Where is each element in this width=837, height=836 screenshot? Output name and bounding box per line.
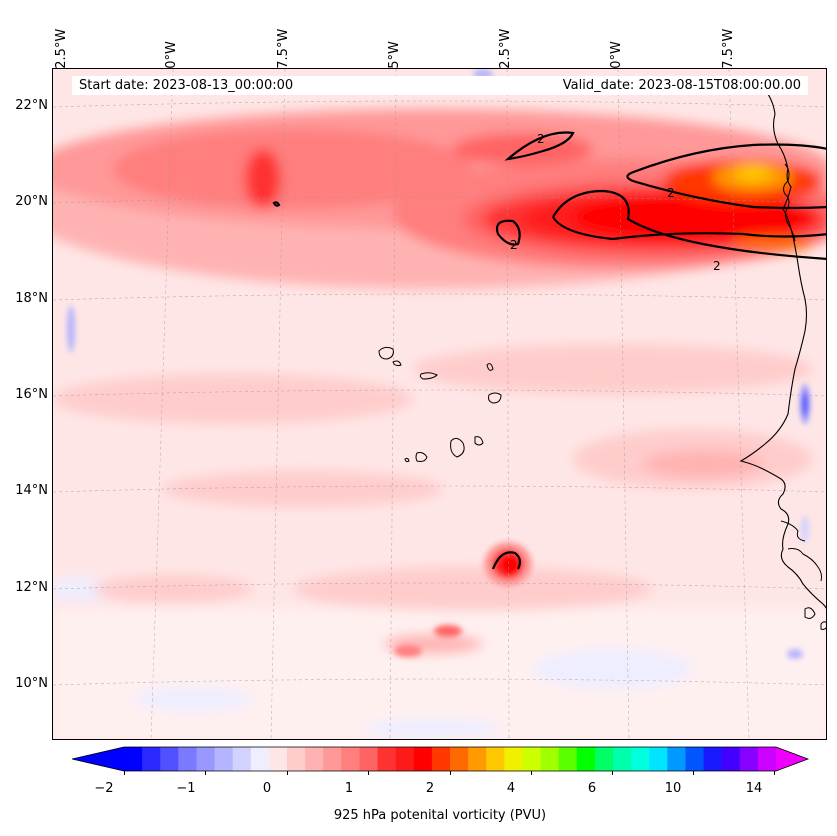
contour-label: 2 — [510, 238, 518, 252]
pv-2-contours — [272, 131, 826, 570]
cb-tick-label: 0 — [262, 781, 272, 796]
colorbar-bin — [757, 747, 777, 771]
cb-tick-label: 10 — [664, 781, 682, 796]
colorbar-bin — [431, 747, 451, 771]
africa-coastline — [739, 86, 826, 609]
colorbar-bin — [160, 747, 179, 771]
colorbar-bin — [504, 747, 523, 771]
colorbar-over-extension — [776, 747, 808, 771]
colorbar — [72, 746, 810, 775]
lat-label-10n: 10°N — [15, 676, 48, 691]
colorbar-bin — [721, 747, 741, 771]
lat-label-18n: 18°N — [15, 291, 48, 306]
colorbar-bin — [522, 747, 542, 771]
cb-tick-label: 2 — [425, 781, 435, 796]
lat-label-16n: 16°N — [15, 387, 48, 402]
colorbar-bin — [395, 747, 415, 771]
cape-verde-coast — [783, 163, 796, 242]
colorbar-bin — [631, 747, 650, 771]
gridlines — [53, 69, 826, 739]
colorbar-bin — [576, 747, 596, 771]
colorbar-bin — [359, 747, 379, 771]
lat-label-22n: 22°N — [15, 98, 48, 113]
colorbar-bin — [305, 747, 324, 771]
colorbar-bin — [685, 747, 705, 771]
cb-tick-label: 14 — [745, 781, 763, 796]
lat-label-20n: 20°N — [15, 194, 48, 209]
colorbar-under-extension — [72, 747, 124, 771]
cape-verde-islands — [378, 346, 502, 463]
colorbar-bin — [214, 747, 234, 771]
colorbar-bin — [250, 747, 270, 771]
colorbar-bin — [287, 747, 306, 771]
contour-label: 2 — [537, 132, 545, 146]
cb-tick-label: 1 — [344, 781, 354, 796]
colorbar-bin — [323, 747, 342, 771]
colorbar-bin — [232, 747, 252, 771]
colorbar-bin — [377, 747, 397, 771]
contour-label: 2 — [713, 259, 721, 273]
colorbar-bin — [450, 747, 469, 771]
pv-field-map: 2 2 2 2 — [53, 69, 826, 739]
valid-date-label: Valid_date: 2023-08-15T08:00:00.00 — [562, 78, 801, 93]
colorbar-label: 925 hPa potenital vorticity (PVU) — [333, 808, 547, 823]
pv-low-field — [53, 344, 826, 739]
colorbar-bin — [341, 747, 360, 771]
map-panel: 2 2 2 2 — [52, 68, 827, 740]
cb-tick-label: 6 — [587, 781, 597, 796]
colorbar-bin — [667, 747, 686, 771]
colorbar-bin — [739, 747, 759, 771]
lat-label-14n: 14°N — [15, 483, 48, 498]
start-date-label: Start date: 2023-08-13_00:00:00 — [79, 78, 294, 93]
colorbar-bin — [413, 747, 433, 771]
guinea-bissau-coast — [780, 520, 826, 630]
colorbar-bin — [558, 747, 578, 771]
date-info-bar: Start date: 2023-08-13_00:00:00 Valid_da… — [72, 76, 808, 95]
cb-tick-label: −2 — [94, 781, 114, 796]
colorbar-bin — [124, 747, 143, 771]
colorbar-bin — [486, 747, 505, 771]
colorbar-bin — [594, 747, 614, 771]
colorbar-bin — [468, 747, 487, 771]
contour-labels: 2 2 2 2 — [510, 132, 721, 273]
colorbar-bin — [613, 747, 632, 771]
cb-tick-label: 4 — [506, 781, 516, 796]
colorbar-bin — [703, 747, 723, 771]
colorbar-bin — [268, 747, 288, 771]
colorbar-bin — [196, 747, 216, 771]
colorbar-bin — [178, 747, 197, 771]
colorbar-bin — [649, 747, 668, 771]
lat-label-12n: 12°N — [15, 580, 48, 595]
pv-high-band — [53, 109, 826, 289]
colorbar-bin — [142, 747, 161, 771]
cb-tick-label: −1 — [176, 781, 196, 796]
contour-label: 2 — [667, 186, 675, 200]
colorbar-bin — [540, 747, 560, 771]
